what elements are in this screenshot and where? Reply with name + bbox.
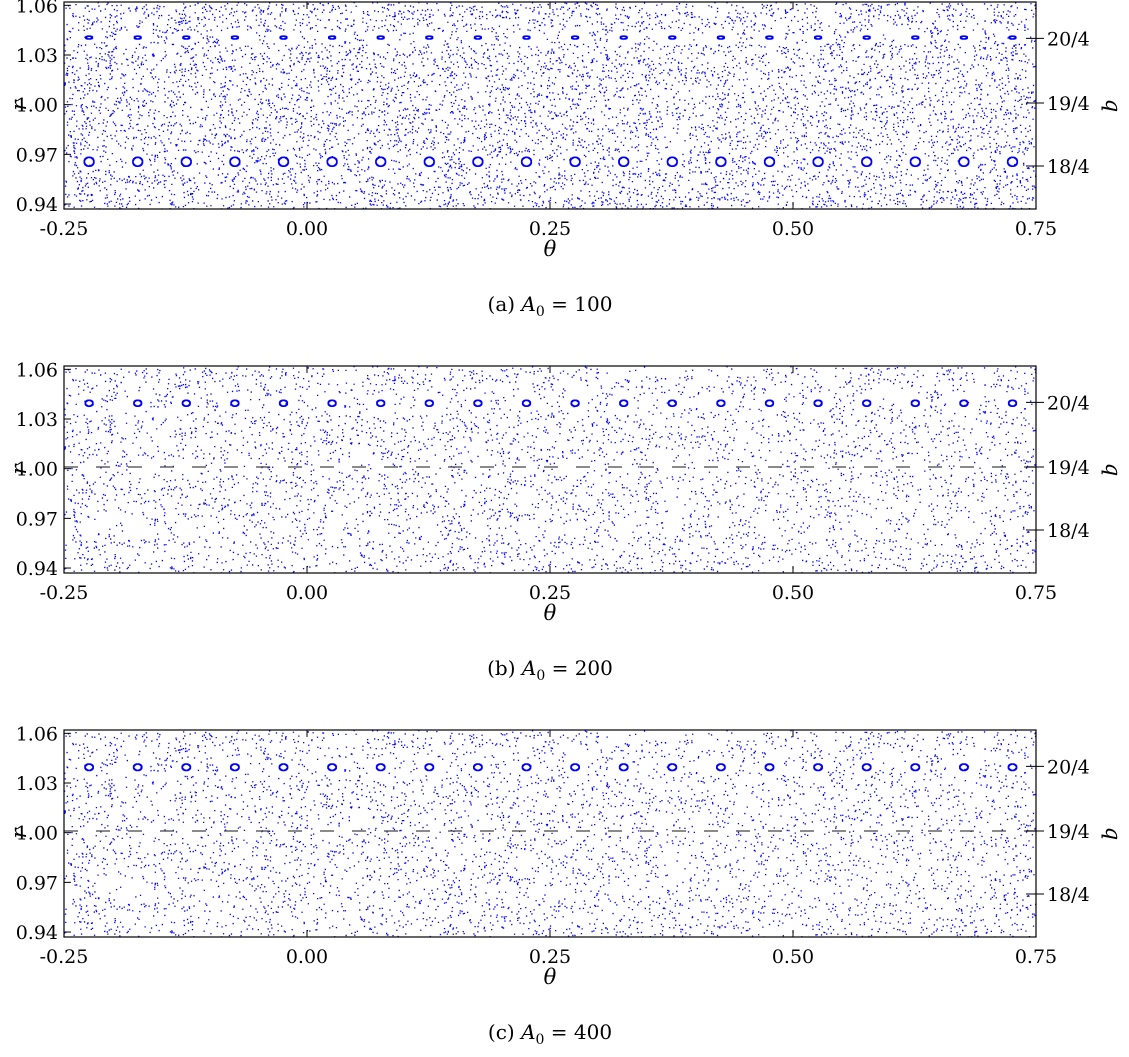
q-tick-label: 19/4	[1047, 457, 1090, 479]
y-axis-label: r	[7, 463, 31, 475]
x-axis-label: θ	[544, 965, 557, 989]
x-tick-label: 0.25	[529, 582, 571, 604]
caption-value: = 200	[545, 656, 613, 680]
y-tick-label: 1.03	[16, 773, 58, 795]
q-tick-label: 18/4	[1047, 520, 1090, 542]
y-tick-label: 0.94	[16, 922, 58, 944]
x-tick-label: 0.00	[286, 582, 328, 604]
caption-value: = 400	[544, 1020, 612, 1044]
y-tick-label: 1.00	[16, 459, 58, 481]
scatter-points	[64, 366, 1036, 573]
q-axis-label: q	[1101, 463, 1125, 476]
x-tick-label: 0.50	[772, 946, 814, 968]
q-tick-label: 20/4	[1047, 756, 1090, 778]
scatter-point-cloud	[64, 730, 1036, 937]
caption-prefix: (b)	[487, 656, 522, 680]
x-tick-label: 0.75	[1015, 946, 1057, 968]
q-tick-label: 19/4	[1047, 821, 1090, 843]
y-tick-label: 1.03	[16, 45, 58, 67]
scatter-point-cloud	[64, 366, 1036, 573]
y-tick-label: 1.06	[16, 359, 58, 381]
y-tick-label: 0.94	[16, 194, 58, 216]
q-axis-label: q	[1101, 827, 1125, 840]
q-tick-label: 19/4	[1047, 93, 1090, 115]
caption-variable: A	[519, 292, 535, 316]
y-axis-label: r	[7, 827, 31, 839]
y-tick-label: 0.94	[16, 558, 58, 580]
scatter-points	[64, 2, 1036, 209]
q-tick-label: 18/4	[1047, 884, 1090, 906]
x-tick-label: 0.75	[1015, 218, 1057, 240]
caption-subscript: 0	[536, 304, 545, 320]
y-tick-label: 1.06	[16, 723, 58, 745]
y-tick-label: 0.97	[16, 508, 58, 530]
caption-variable: A	[520, 656, 536, 680]
scatter-point-cloud	[64, 2, 1036, 209]
x-tick-label: -0.25	[40, 946, 89, 968]
x-tick-label: 0.25	[529, 946, 571, 968]
q-axis-label: q	[1101, 99, 1125, 112]
chart-panel-2: -0.25 0.00 0.25 0.50 0.75 0.94 0.97 1.00 1.03 1.0…	[7, 359, 1125, 684]
caption-subscript: 0	[536, 1032, 545, 1048]
caption-prefix: (c)	[488, 1020, 521, 1044]
chart-panel-1: -0.25 0.00 0.25 0.50 0.75 0.94 0.97 1.00 1.03 1.0…	[7, 0, 1125, 320]
y-tick-label: 1.00	[16, 95, 58, 117]
y-tick-label: 1.00	[16, 823, 58, 845]
caption-value: = 100	[545, 292, 613, 316]
q-tick-label: 20/4	[1047, 392, 1090, 414]
scatter-points	[64, 730, 1036, 937]
x-axis-label: θ	[544, 601, 557, 625]
x-tick-label: 0.50	[772, 582, 814, 604]
x-tick-label: 0.00	[286, 946, 328, 968]
caption-variable: A	[519, 1020, 535, 1044]
y-tick-label: 0.97	[16, 144, 58, 166]
panel-caption: (c) A0 = 400	[488, 1020, 612, 1048]
y-tick-label: 1.03	[16, 409, 58, 431]
x-tick-label: -0.25	[40, 218, 89, 240]
caption-subscript: 0	[536, 668, 545, 684]
x-tick-label: 0.25	[529, 218, 571, 240]
q-tick-label: 18/4	[1047, 156, 1090, 178]
panel-caption: (b) A0 = 200	[487, 656, 613, 684]
y-tick-label: 0.97	[16, 872, 58, 894]
chart-panel-3: -0.25 0.00 0.25 0.50 0.75 0.94 0.97 1.00 1.03 1.0…	[7, 723, 1125, 1048]
x-tick-label: 0.75	[1015, 582, 1057, 604]
q-tick-label: 20/4	[1047, 28, 1090, 50]
x-axis-label: θ	[544, 237, 557, 261]
y-axis-label: r	[7, 99, 31, 111]
x-tick-label: -0.25	[40, 582, 89, 604]
x-tick-label: 0.00	[286, 218, 328, 240]
x-tick-label: 0.50	[772, 218, 814, 240]
caption-prefix: (a)	[488, 292, 522, 316]
panel-caption: (a) A0 = 100	[488, 292, 613, 320]
y-tick-label: 1.06	[16, 0, 58, 17]
